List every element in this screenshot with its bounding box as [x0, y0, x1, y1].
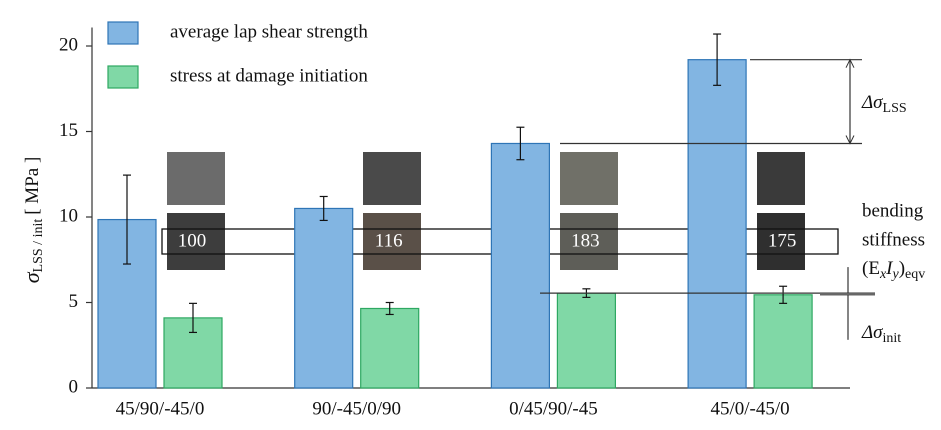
bar — [754, 295, 812, 388]
bar — [295, 208, 353, 388]
y-axis-label: σLSS / init[ MPa ] — [19, 157, 46, 284]
stiffness-value: 175 — [768, 230, 797, 251]
stiffness-part: eqv — [905, 267, 925, 282]
y-tick-label: 5 — [69, 291, 79, 312]
stiffness-part: (E — [862, 258, 880, 279]
y-label-unit: [ MPa ] — [22, 157, 43, 215]
y-tick-label: 15 — [59, 120, 78, 141]
delta-sub: LSS — [883, 101, 907, 116]
legend-label: average lap shear strength — [170, 21, 368, 42]
stiffness-value: 100 — [178, 230, 207, 251]
stiffness-value: 183 — [571, 230, 600, 251]
x-tick-label: 90/-45/0/90 — [312, 398, 401, 419]
stiffness-value: 116 — [375, 230, 403, 251]
legend-swatch — [108, 66, 138, 88]
delta-init: Δσinit — [861, 322, 901, 346]
x-tick-label: 0/45/90/-45 — [509, 398, 598, 419]
delta-symbol: Δσ — [861, 92, 883, 113]
delta-sub: init — [883, 331, 902, 346]
legend-swatch — [108, 22, 138, 44]
y-label-sub: LSS / init — [31, 219, 46, 273]
y-tick-label: 0 — [69, 376, 79, 397]
stiffness-label: stiffness — [862, 229, 925, 250]
delta-lss: ΔσLSS — [861, 92, 907, 116]
y-tick-label: 20 — [59, 34, 78, 55]
chart: 05101520σLSS / init[ MPa ]average lap sh… — [0, 0, 941, 430]
bar — [361, 308, 419, 388]
stiffness-symbol: (ExIy)eqv — [862, 258, 925, 282]
bar — [557, 293, 615, 388]
delta-symbol: Δσ — [861, 322, 883, 343]
x-tick-label: 45/90/-45/0 — [116, 398, 205, 419]
bar — [491, 143, 549, 388]
bar — [688, 60, 746, 388]
y-tick-label: 10 — [59, 205, 78, 226]
x-tick-label: 45/0/-45/0 — [711, 398, 790, 419]
stiffness-label: bending — [862, 200, 924, 221]
legend-label: stress at damage initiation — [170, 65, 368, 86]
